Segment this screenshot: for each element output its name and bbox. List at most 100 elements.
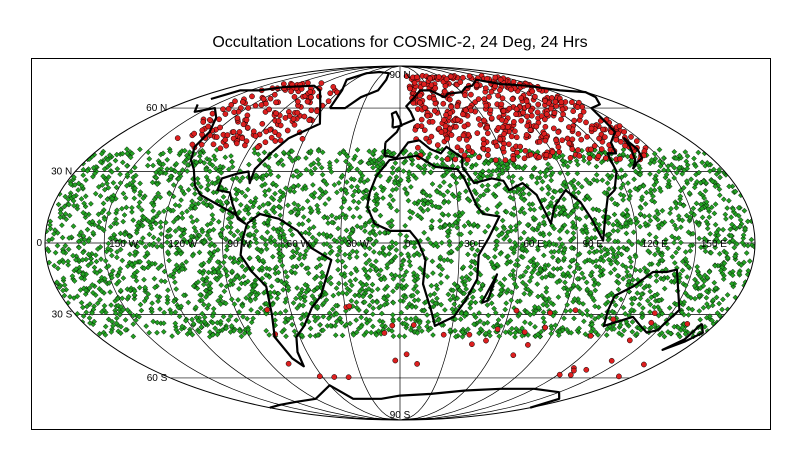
green-occultation-marker	[227, 255, 234, 261]
red-occultation-marker	[556, 149, 563, 155]
red-occultation-marker	[436, 74, 442, 80]
green-occultation-marker	[669, 253, 676, 260]
green-occultation-marker	[643, 189, 650, 196]
red-occultation-marker	[318, 80, 325, 86]
red-occultation-marker	[618, 138, 624, 145]
green-occultation-marker	[415, 297, 422, 303]
green-occultation-marker	[745, 242, 751, 249]
red-occultation-marker	[264, 306, 271, 313]
red-occultation-marker	[513, 111, 519, 118]
green-occultation-marker	[195, 180, 201, 187]
green-occultation-marker	[469, 294, 476, 301]
red-occultation-marker	[421, 81, 427, 88]
green-occultation-marker	[59, 222, 65, 229]
green-occultation-marker	[373, 258, 379, 265]
green-occultation-marker	[522, 268, 529, 275]
red-occultation-marker	[331, 374, 338, 380]
red-occultation-marker	[518, 95, 525, 101]
green-occultation-marker	[131, 164, 138, 171]
red-occultation-marker	[588, 125, 595, 132]
green-occultation-marker	[392, 160, 399, 166]
red-occultation-marker	[469, 341, 475, 348]
red-occultation-marker	[520, 109, 526, 116]
green-occultation-marker	[724, 292, 731, 298]
green-occultation-marker	[229, 159, 235, 165]
green-occultation-marker	[405, 197, 412, 204]
green-occultation-marker	[428, 282, 435, 289]
green-occultation-marker	[123, 204, 130, 211]
red-occultation-marker	[616, 373, 622, 380]
lat-label: 30 N	[51, 166, 72, 177]
red-occultation-marker	[529, 88, 536, 95]
green-occultation-marker	[138, 207, 145, 213]
green-occultation-marker	[164, 156, 171, 163]
red-occultation-marker	[305, 80, 311, 86]
red-occultation-marker	[481, 117, 487, 124]
green-occultation-marker	[236, 285, 242, 292]
green-occultation-marker	[353, 254, 360, 260]
green-occultation-marker	[711, 279, 718, 286]
green-occultation-marker	[695, 149, 702, 156]
green-occultation-marker	[437, 183, 443, 190]
green-occultation-marker	[353, 249, 360, 255]
green-occultation-marker	[102, 323, 109, 330]
green-occultation-marker	[83, 309, 90, 316]
red-occultation-marker	[535, 101, 542, 108]
green-occultation-marker	[173, 286, 180, 292]
green-occultation-marker	[233, 196, 240, 203]
green-occultation-marker	[209, 212, 216, 218]
red-occultation-marker	[556, 371, 563, 378]
green-occultation-marker	[350, 213, 357, 220]
green-occultation-marker	[468, 270, 474, 277]
green-occultation-marker	[179, 215, 186, 221]
lon-label: 60 E	[523, 239, 544, 250]
red-occultation-marker	[217, 145, 224, 152]
green-occultation-marker	[651, 187, 658, 194]
green-occultation-marker	[161, 208, 167, 215]
green-occultation-marker	[205, 269, 212, 276]
red-occultation-marker	[295, 98, 301, 105]
green-occultation-marker	[165, 287, 171, 294]
green-occultation-marker	[502, 306, 509, 313]
green-occultation-marker	[716, 250, 723, 257]
green-occultation-marker	[86, 315, 93, 321]
green-occultation-marker	[319, 171, 326, 178]
green-occultation-marker	[570, 230, 577, 236]
green-occultation-marker	[389, 170, 396, 176]
green-occultation-marker	[257, 305, 264, 311]
green-occultation-marker	[669, 218, 675, 225]
green-occultation-marker	[624, 268, 630, 275]
green-occultation-marker	[477, 271, 484, 278]
green-occultation-marker	[253, 228, 260, 234]
green-occultation-marker	[706, 214, 713, 221]
green-occultation-marker	[137, 146, 143, 153]
green-occultation-marker	[100, 200, 107, 207]
red-occultation-marker	[225, 106, 232, 112]
green-occultation-marker	[284, 273, 290, 280]
green-occultation-marker	[105, 210, 112, 217]
green-occultation-marker	[332, 322, 339, 329]
red-occultation-marker	[583, 119, 589, 126]
green-occultation-marker	[333, 285, 340, 292]
green-occultation-marker	[117, 171, 123, 178]
red-occultation-marker	[234, 115, 241, 121]
green-occultation-marker	[272, 310, 279, 317]
lon-label: 30 E	[464, 239, 485, 250]
green-occultation-marker	[398, 251, 405, 258]
green-occultation-marker	[671, 260, 678, 266]
green-occultation-marker	[145, 149, 152, 156]
green-occultation-marker	[157, 306, 163, 312]
green-occultation-marker	[611, 211, 618, 218]
green-occultation-marker	[154, 319, 161, 326]
green-occultation-marker	[285, 202, 291, 209]
red-occultation-marker	[536, 138, 543, 145]
green-occultation-marker	[396, 273, 403, 280]
green-occultation-marker	[221, 288, 228, 295]
green-occultation-marker	[312, 165, 318, 172]
green-occultation-marker	[110, 179, 117, 186]
green-occultation-marker	[291, 188, 298, 195]
green-occultation-marker	[331, 182, 338, 188]
red-occultation-marker	[524, 122, 531, 129]
green-occultation-marker	[105, 174, 112, 180]
